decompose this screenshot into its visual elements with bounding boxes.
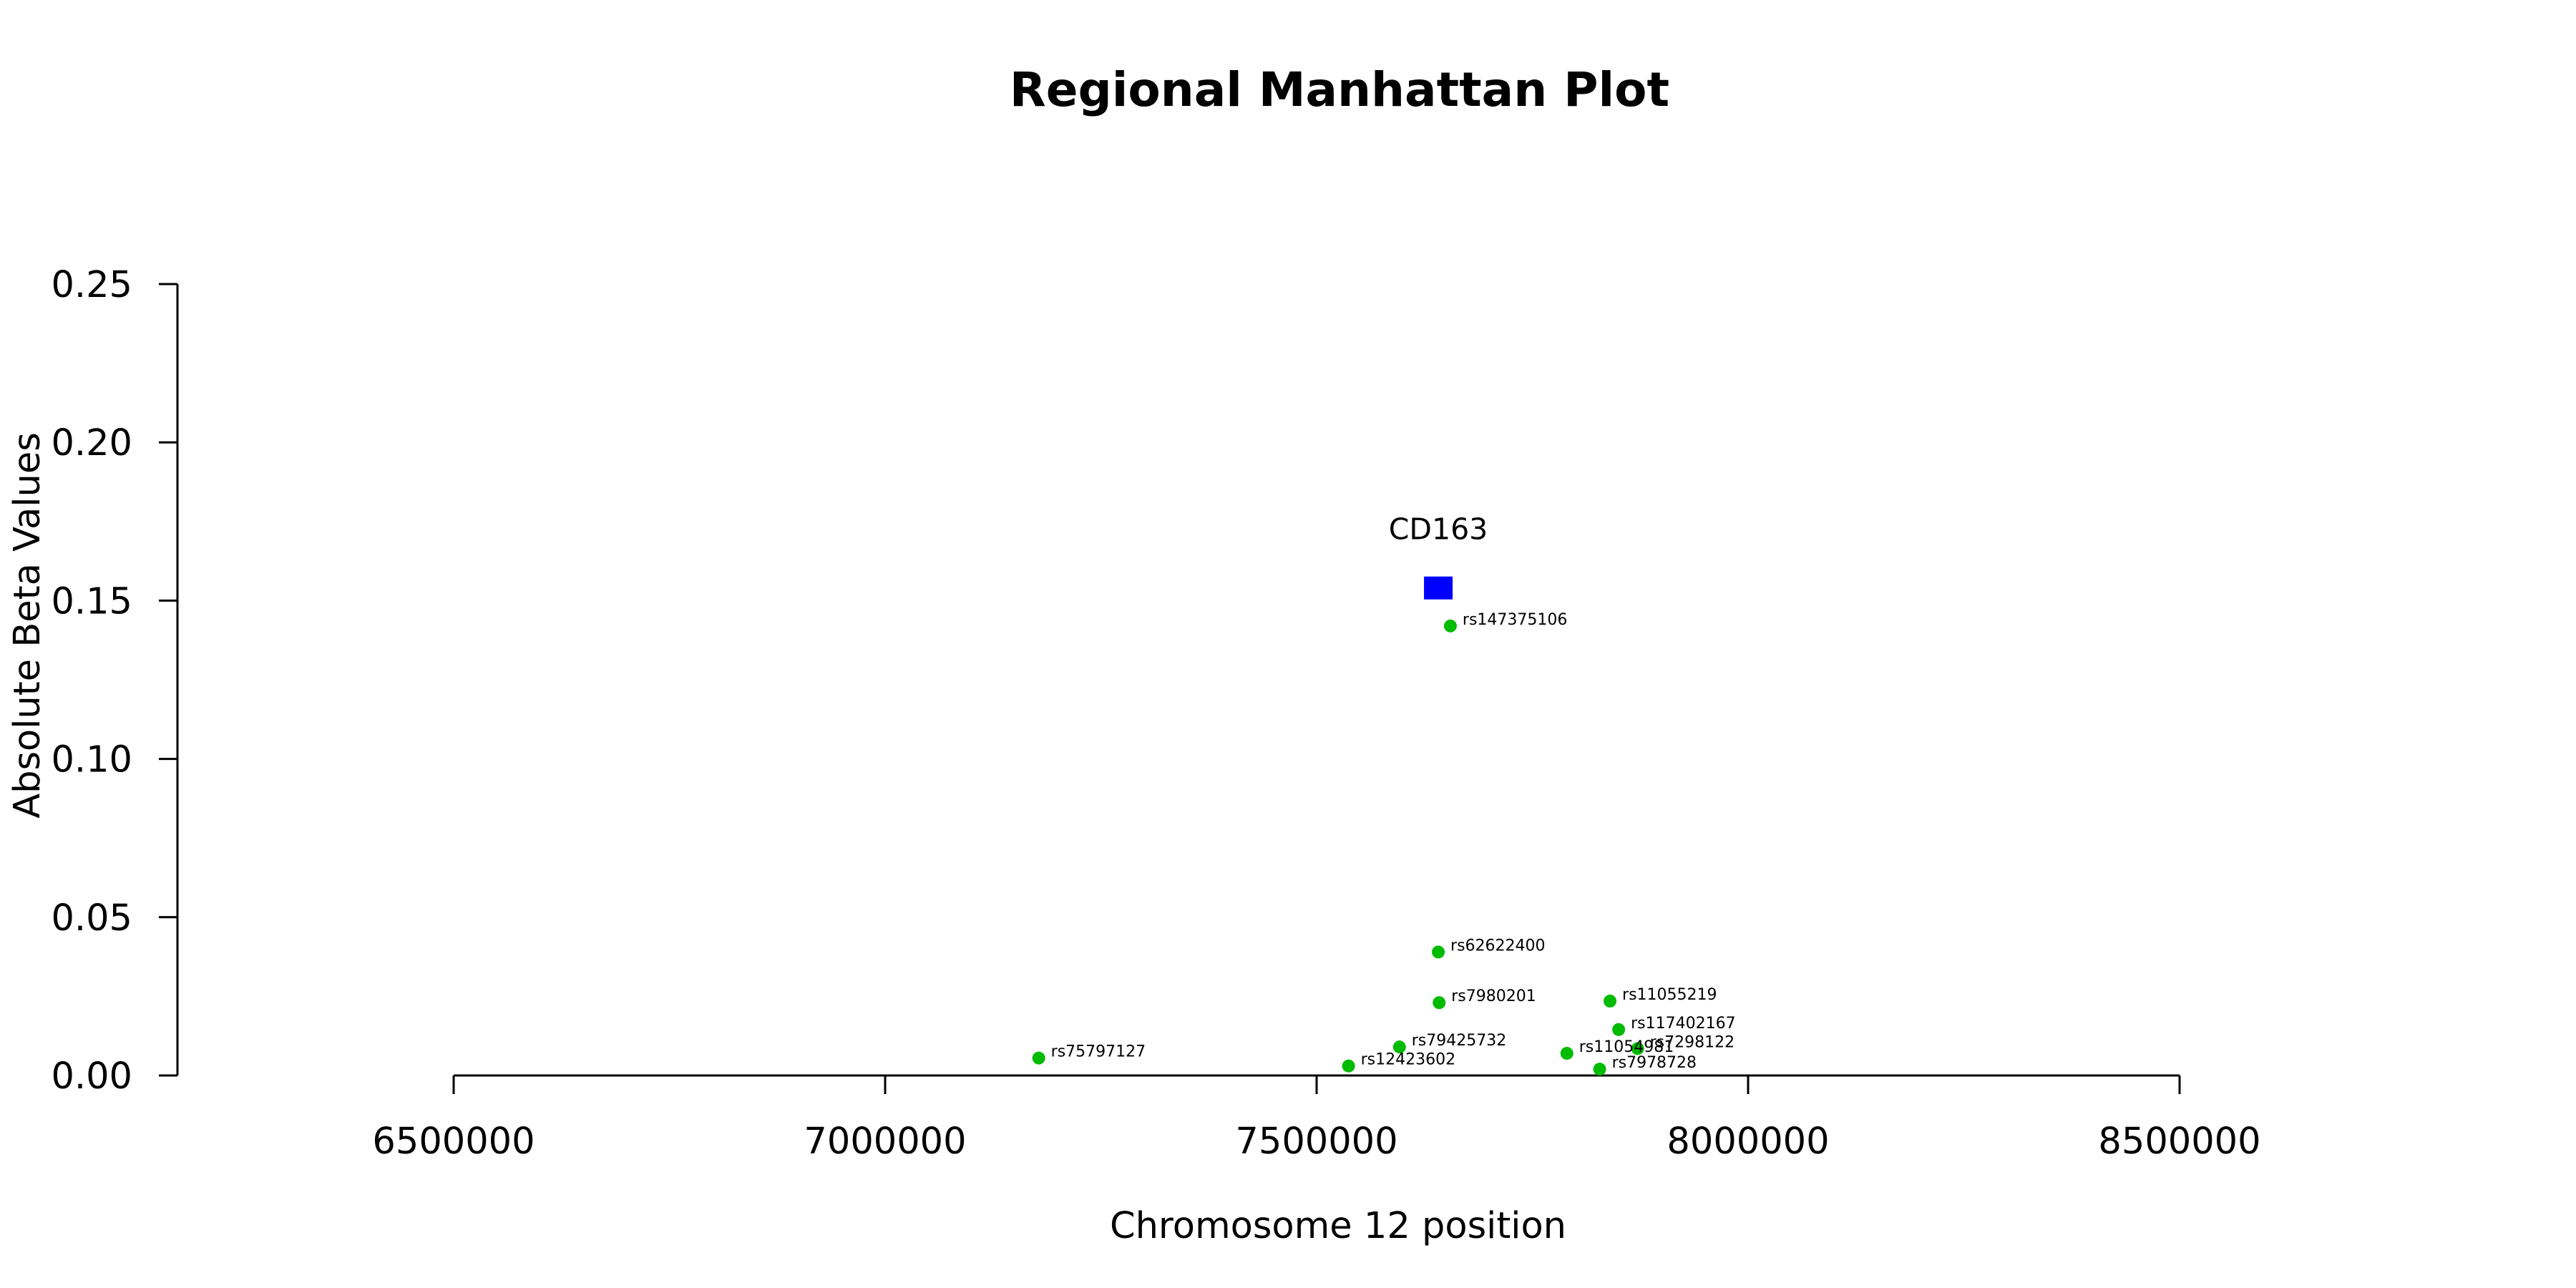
snp-label: rs79425732 bbox=[1412, 1032, 1506, 1050]
y-tick-label: 0.10 bbox=[51, 739, 132, 781]
x-tick-label: 8500000 bbox=[2098, 1121, 2260, 1163]
snp-point bbox=[1631, 1042, 1644, 1055]
snp-label: rs7980201 bbox=[1451, 987, 1536, 1005]
snp-point bbox=[1432, 945, 1445, 959]
y-tick-label: 0.05 bbox=[51, 897, 132, 940]
snp-point bbox=[1604, 995, 1617, 1008]
snp-label: rs11055219 bbox=[1622, 986, 1717, 1004]
x-axis-ticks: 6500000 7000000 7500000 8000000 8500000 bbox=[372, 1075, 2261, 1163]
gene-marker: CD163 bbox=[1389, 512, 1488, 600]
gene-square bbox=[1424, 576, 1453, 600]
y-axis-label: Absolute Beta Values bbox=[6, 432, 49, 819]
y-tick-label: 0.15 bbox=[51, 580, 132, 623]
snp-points: rs147375106 rs62622400 rs7980201 rs11055219… bbox=[1032, 611, 1736, 1076]
snp-point bbox=[1433, 996, 1446, 1010]
y-tick-label: 0.00 bbox=[51, 1055, 132, 1098]
snp-point bbox=[1593, 1063, 1606, 1076]
x-tick-label: 7500000 bbox=[1235, 1121, 1397, 1163]
snp-label: rs62622400 bbox=[1450, 937, 1545, 955]
chart-title: Regional Manhattan Plot bbox=[1010, 62, 1669, 117]
y-axis-ticks: 0.00 0.05 0.10 0.15 0.20 0.25 bbox=[51, 264, 177, 1098]
snp-point bbox=[1443, 619, 1457, 633]
x-tick-label: 6500000 bbox=[372, 1121, 535, 1163]
snp-label: rs7978728 bbox=[1612, 1054, 1697, 1072]
snp-label: rs117402167 bbox=[1631, 1015, 1735, 1033]
snp-label: rs11054981 bbox=[1579, 1038, 1674, 1056]
x-tick-label: 8000000 bbox=[1667, 1121, 1829, 1163]
y-tick-label: 0.25 bbox=[51, 264, 132, 306]
snp-label: rs147375106 bbox=[1463, 611, 1567, 629]
gene-label: CD163 bbox=[1389, 512, 1488, 547]
snp-label: rs7298122 bbox=[1650, 1033, 1735, 1051]
snp-point bbox=[1392, 1040, 1406, 1054]
snp-point bbox=[1560, 1047, 1574, 1060]
x-axis-label: Chromosome 12 position bbox=[1110, 1205, 1566, 1247]
x-tick-label: 7000000 bbox=[804, 1121, 966, 1163]
y-tick-label: 0.20 bbox=[51, 422, 132, 464]
snp-label: rs12423602 bbox=[1361, 1051, 1455, 1069]
snp-point bbox=[1612, 1023, 1626, 1036]
snp-point bbox=[1342, 1059, 1355, 1073]
snp-point bbox=[1032, 1051, 1045, 1065]
snp-label: rs75797127 bbox=[1051, 1043, 1146, 1061]
